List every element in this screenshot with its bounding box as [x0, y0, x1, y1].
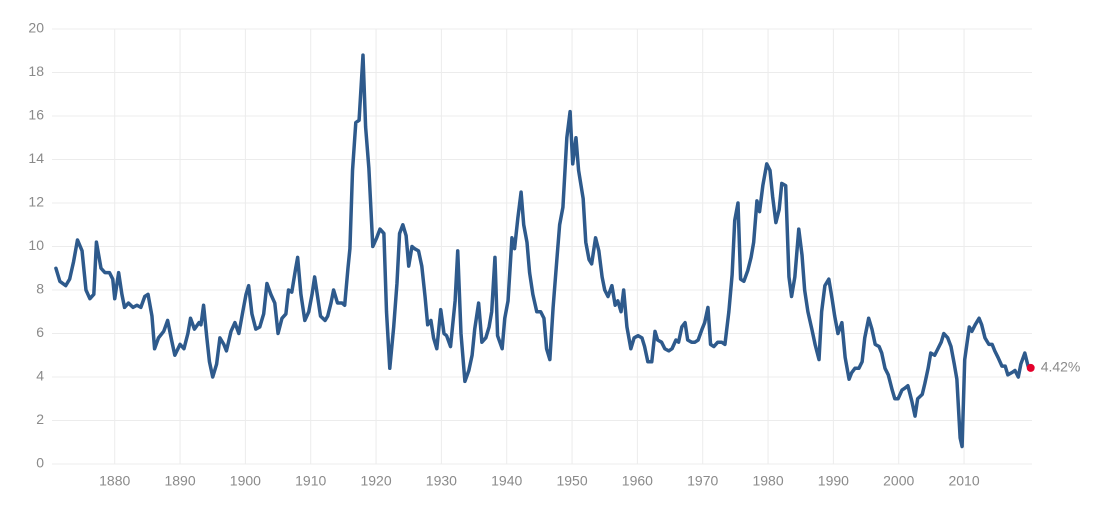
y-tick-label: 6 — [36, 324, 44, 340]
last-point — [1026, 363, 1035, 372]
y-tick-label: 14 — [28, 150, 44, 166]
x-tick-label: 1890 — [164, 473, 195, 489]
x-tick-label: 1940 — [491, 473, 522, 489]
y-tick-label: 2 — [36, 411, 44, 427]
x-tick-label: 1930 — [426, 473, 457, 489]
x-tick-label: 1900 — [230, 473, 261, 489]
x-tick-label: 2000 — [883, 473, 914, 489]
y-tick-label: 10 — [28, 237, 44, 253]
y-tick-label: 20 — [28, 20, 44, 36]
x-tick-label: 1910 — [295, 473, 326, 489]
x-tick-label: 1920 — [360, 473, 391, 489]
y-tick-label: 8 — [36, 281, 44, 297]
x-tick-label: 1960 — [622, 473, 653, 489]
x-tick-label: 1880 — [99, 473, 130, 489]
data-line — [54, 53, 1033, 449]
y-tick-label: 16 — [28, 107, 44, 123]
y-tick-label: 0 — [36, 455, 44, 471]
x-tick-label: 2010 — [948, 473, 979, 489]
x-tick-label: 1950 — [556, 473, 587, 489]
x-tick-label: 1980 — [752, 473, 783, 489]
y-tick-label: 12 — [28, 194, 44, 210]
x-tick-label: 1990 — [818, 473, 849, 489]
x-tick-label: 1970 — [687, 473, 718, 489]
y-tick-label: 18 — [28, 63, 44, 79]
last-value-label: 4.42% — [1041, 359, 1081, 375]
y-tick-label: 4 — [36, 368, 44, 384]
